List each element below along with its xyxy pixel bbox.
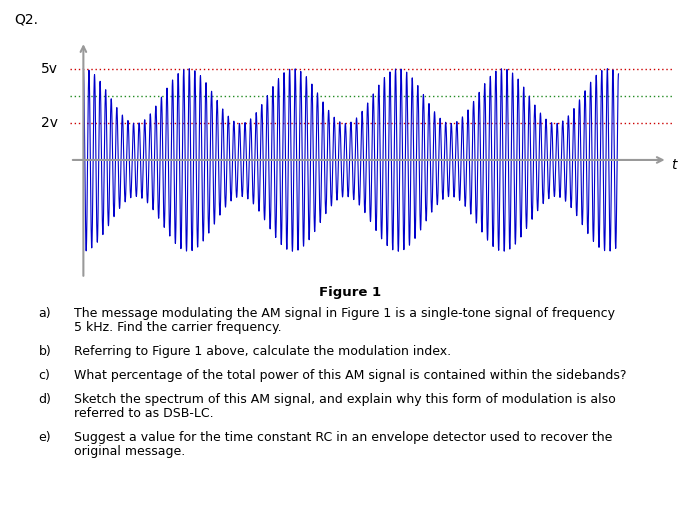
Text: Referring to Figure 1 above, calculate the modulation index.: Referring to Figure 1 above, calculate t… [74, 345, 451, 358]
Text: original message.: original message. [74, 445, 185, 458]
Text: The message modulating the AM signal in Figure 1 is a single-tone signal of freq: The message modulating the AM signal in … [74, 307, 615, 320]
Text: b): b) [38, 345, 51, 358]
Text: 2v: 2v [41, 117, 58, 131]
Text: a): a) [38, 307, 51, 320]
Text: Suggest a value for the time constant RC in an envelope detector used to recover: Suggest a value for the time constant RC… [74, 431, 612, 444]
Text: d): d) [38, 393, 51, 406]
Text: c): c) [38, 369, 50, 382]
Text: 5v: 5v [41, 62, 58, 76]
Text: 5 kHz. Find the carrier frequency.: 5 kHz. Find the carrier frequency. [74, 321, 281, 334]
Text: Figure 1: Figure 1 [319, 286, 381, 299]
Text: referred to as DSB-LC.: referred to as DSB-LC. [74, 407, 213, 420]
Text: What percentage of the total power of this AM signal is contained within the sid: What percentage of the total power of th… [74, 369, 626, 382]
Text: t: t [671, 158, 676, 172]
Text: Q2.: Q2. [14, 13, 38, 27]
Text: Sketch the spectrum of this AM signal, and explain why this form of modulation i: Sketch the spectrum of this AM signal, a… [74, 393, 615, 406]
Text: e): e) [38, 431, 51, 444]
